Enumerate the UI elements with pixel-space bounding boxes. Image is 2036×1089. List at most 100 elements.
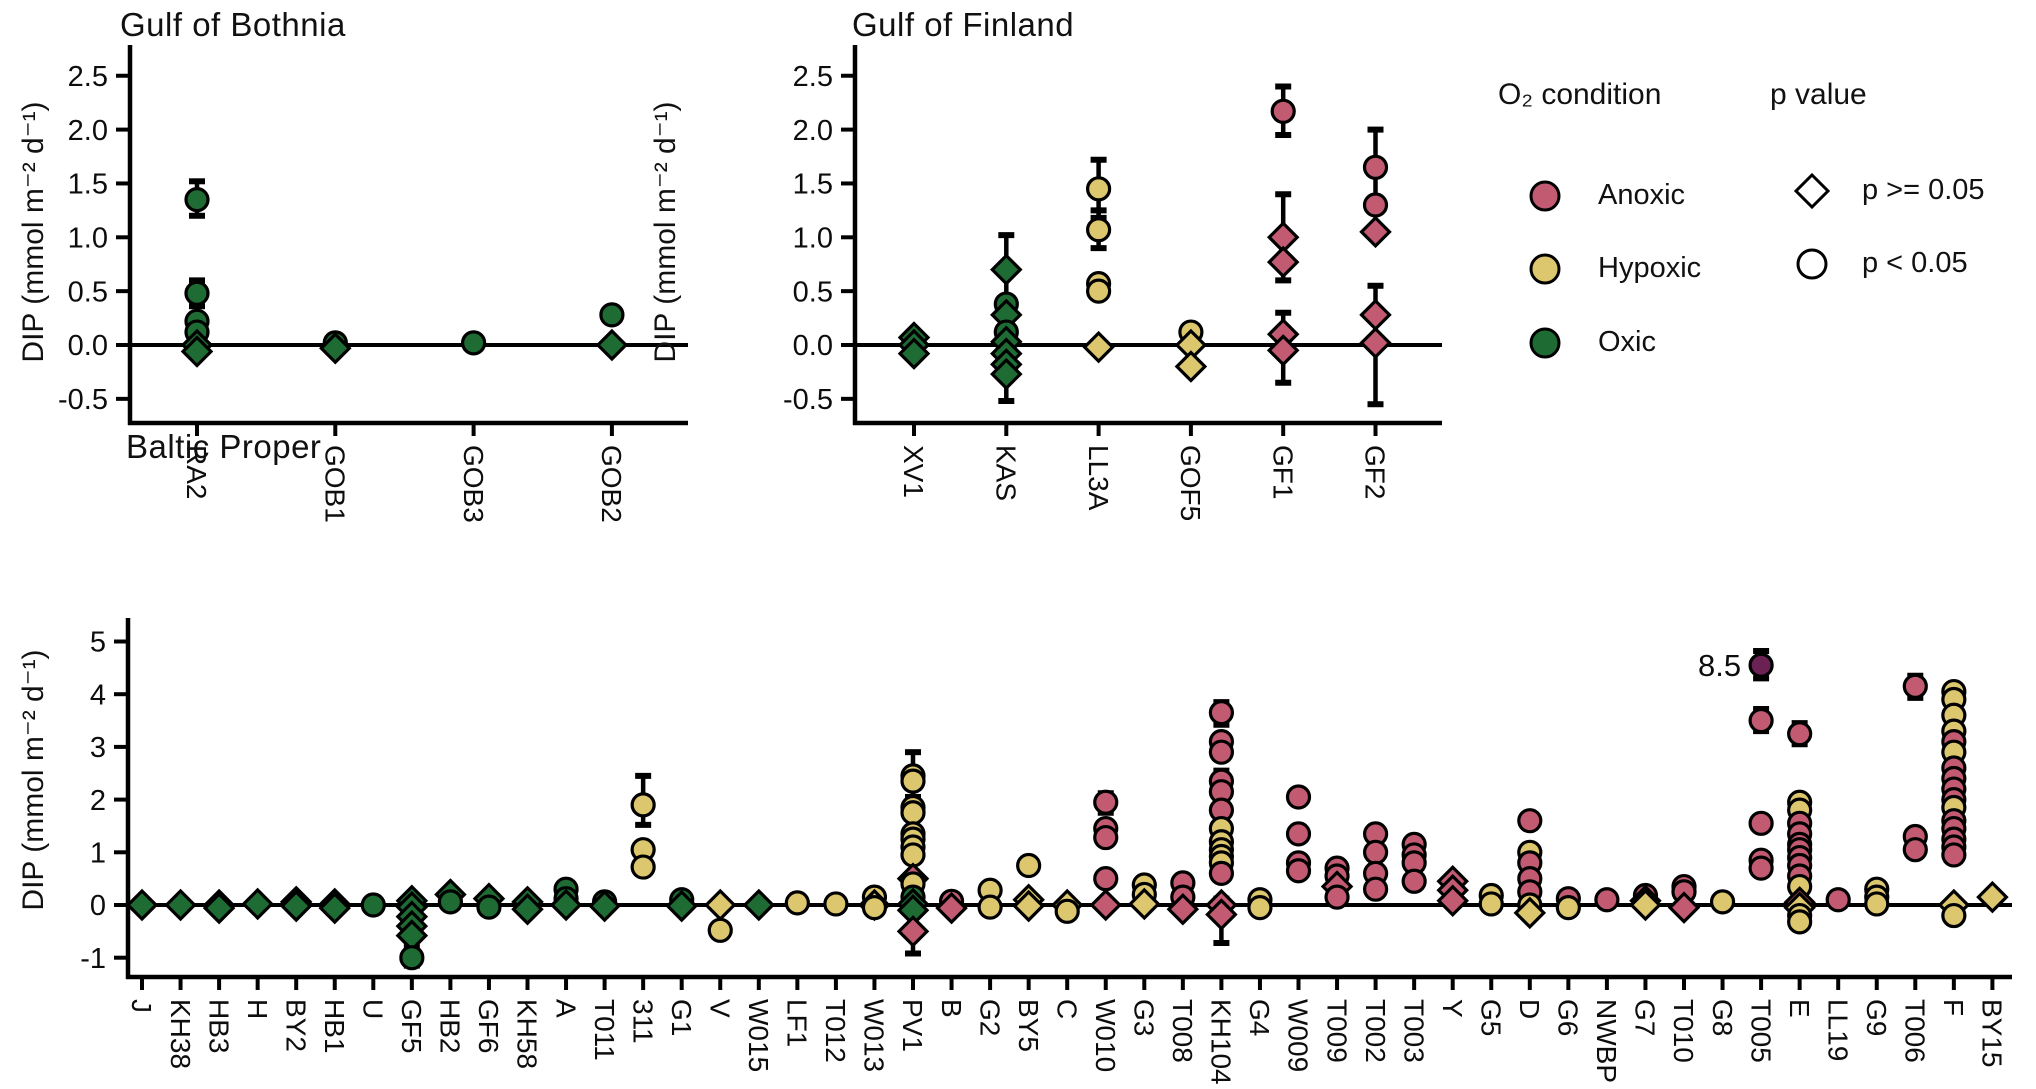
- svg-text:2.5: 2.5: [793, 61, 833, 93]
- svg-text:1.0: 1.0: [793, 222, 833, 254]
- svg-text:A: A: [550, 999, 581, 1018]
- svg-text:KH58: KH58: [512, 999, 543, 1069]
- svg-text:GF2: GF2: [1360, 445, 1391, 499]
- svg-text:B: B: [936, 999, 967, 1018]
- legend-header-o2-condition: O₂ condition: [1498, 78, 1662, 111]
- legend-swatch-circle: [1529, 180, 1561, 212]
- legend-item-hypoxic: Hypoxic: [1598, 252, 1702, 284]
- svg-text:5: 5: [90, 627, 106, 659]
- svg-text:C: C: [1051, 999, 1082, 1019]
- svg-text:G6: G6: [1553, 999, 1584, 1036]
- svg-text:1.5: 1.5: [793, 169, 833, 201]
- svg-text:G4: G4: [1244, 999, 1275, 1036]
- panel-title-gulf-of-finland: Gulf of Finland: [852, 6, 1075, 43]
- svg-text:BY5: BY5: [1013, 999, 1044, 1052]
- svg-text:V: V: [704, 999, 735, 1018]
- svg-text:T010: T010: [1668, 999, 1699, 1063]
- legend-swatch-circle: [1529, 327, 1561, 359]
- svg-text:F: F: [1938, 999, 1969, 1016]
- svg-text:G8: G8: [1707, 999, 1738, 1036]
- svg-text:1.5: 1.5: [68, 169, 108, 201]
- svg-text:W013: W013: [859, 999, 890, 1072]
- svg-text:G7: G7: [1630, 999, 1661, 1036]
- svg-text:XV1: XV1: [898, 445, 929, 498]
- svg-text:8.5: 8.5: [1698, 648, 1741, 683]
- svg-text:-0.5: -0.5: [58, 384, 108, 416]
- legend-item-p-ge-0.05: p >= 0.05: [1862, 174, 1985, 206]
- svg-text:GOB3: GOB3: [458, 445, 489, 523]
- svg-text:0.5: 0.5: [68, 276, 108, 308]
- svg-text:GF6: GF6: [473, 999, 504, 1053]
- svg-text:0.5: 0.5: [793, 276, 833, 308]
- svg-text:0.0: 0.0: [68, 330, 108, 362]
- svg-text:T008: T008: [1167, 999, 1198, 1063]
- svg-text:NWBP: NWBP: [1591, 999, 1622, 1083]
- panel-title-gulf-of-bothnia: Gulf of Bothnia: [120, 6, 346, 43]
- svg-text:T003: T003: [1398, 999, 1429, 1063]
- svg-text:LL3A: LL3A: [1083, 445, 1114, 511]
- svg-text:G9: G9: [1861, 999, 1892, 1036]
- svg-text:4: 4: [90, 679, 106, 711]
- svg-text:GF5: GF5: [396, 999, 427, 1053]
- svg-text:2: 2: [90, 785, 106, 817]
- svg-text:G2: G2: [974, 999, 1005, 1036]
- svg-text:1.0: 1.0: [68, 222, 108, 254]
- svg-text:E: E: [1784, 999, 1815, 1018]
- svg-text:Y: Y: [1437, 999, 1468, 1018]
- svg-text:2.0: 2.0: [68, 115, 108, 147]
- svg-text:GF1: GF1: [1267, 445, 1298, 499]
- svg-text:LF1: LF1: [782, 999, 813, 1047]
- svg-text:BY2: BY2: [280, 999, 311, 1052]
- svg-text:311: 311: [627, 999, 658, 1044]
- legend-swatch-p-circle: [1796, 248, 1828, 280]
- y-axis-label-gulf-of-finland: DIP (mmol m⁻² d⁻¹): [649, 101, 682, 363]
- svg-text:G3: G3: [1129, 999, 1160, 1036]
- svg-text:T012: T012: [820, 999, 851, 1063]
- panel-title-baltic-proper: Baltic Proper: [126, 428, 322, 465]
- svg-text:W015: W015: [743, 999, 774, 1072]
- svg-text:HB1: HB1: [319, 999, 350, 1053]
- svg-text:T009: T009: [1321, 999, 1352, 1063]
- svg-text:GOB1: GOB1: [320, 445, 351, 523]
- svg-text:3: 3: [90, 732, 106, 764]
- legend-item-p-lt-0.05: p < 0.05: [1862, 247, 1968, 279]
- svg-text:W009: W009: [1283, 999, 1314, 1072]
- svg-text:HB3: HB3: [203, 999, 234, 1053]
- legend-item-oxic: Oxic: [1598, 326, 1656, 358]
- legend-item-anoxic: Anoxic: [1598, 179, 1686, 211]
- svg-text:GOB2: GOB2: [596, 445, 627, 523]
- svg-text:2.0: 2.0: [793, 115, 833, 147]
- legend-header-p-value: p value: [1770, 78, 1867, 111]
- svg-text:0: 0: [90, 890, 106, 922]
- y-axis-label-gulf-of-bothnia: DIP (mmol m⁻² d⁻¹): [17, 101, 50, 363]
- svg-text:-0.5: -0.5: [783, 384, 833, 416]
- svg-text:KH38: KH38: [165, 999, 196, 1069]
- svg-text:PV1: PV1: [897, 999, 928, 1052]
- svg-text:H: H: [242, 999, 273, 1019]
- svg-text:-1: -1: [80, 943, 106, 975]
- legend-swatch-circle: [1529, 253, 1561, 285]
- svg-text:0.0: 0.0: [793, 330, 833, 362]
- svg-text:BY15: BY15: [1977, 999, 2008, 1067]
- svg-text:T002: T002: [1360, 999, 1391, 1063]
- svg-text:G1: G1: [666, 999, 697, 1036]
- svg-text:T006: T006: [1900, 999, 1931, 1063]
- svg-text:HB2: HB2: [435, 999, 466, 1053]
- svg-text:2.5: 2.5: [68, 61, 108, 93]
- svg-text:U: U: [358, 999, 389, 1019]
- y-axis-label-baltic-proper: DIP (mmol m⁻² d⁻¹): [17, 649, 50, 911]
- svg-text:LL19: LL19: [1822, 999, 1853, 1061]
- svg-text:KAS: KAS: [991, 445, 1022, 501]
- svg-text:G5: G5: [1475, 999, 1506, 1036]
- svg-text:1: 1: [90, 837, 106, 869]
- svg-text:KH104: KH104: [1206, 999, 1237, 1085]
- svg-text:T011: T011: [589, 999, 620, 1061]
- svg-text:GOF5: GOF5: [1175, 445, 1206, 521]
- svg-text:D: D: [1514, 999, 1545, 1019]
- svg-text:T005: T005: [1745, 999, 1776, 1063]
- svg-text:RA2: RA2: [181, 445, 212, 499]
- svg-text:W010: W010: [1090, 999, 1121, 1072]
- svg-text:J: J: [126, 999, 157, 1013]
